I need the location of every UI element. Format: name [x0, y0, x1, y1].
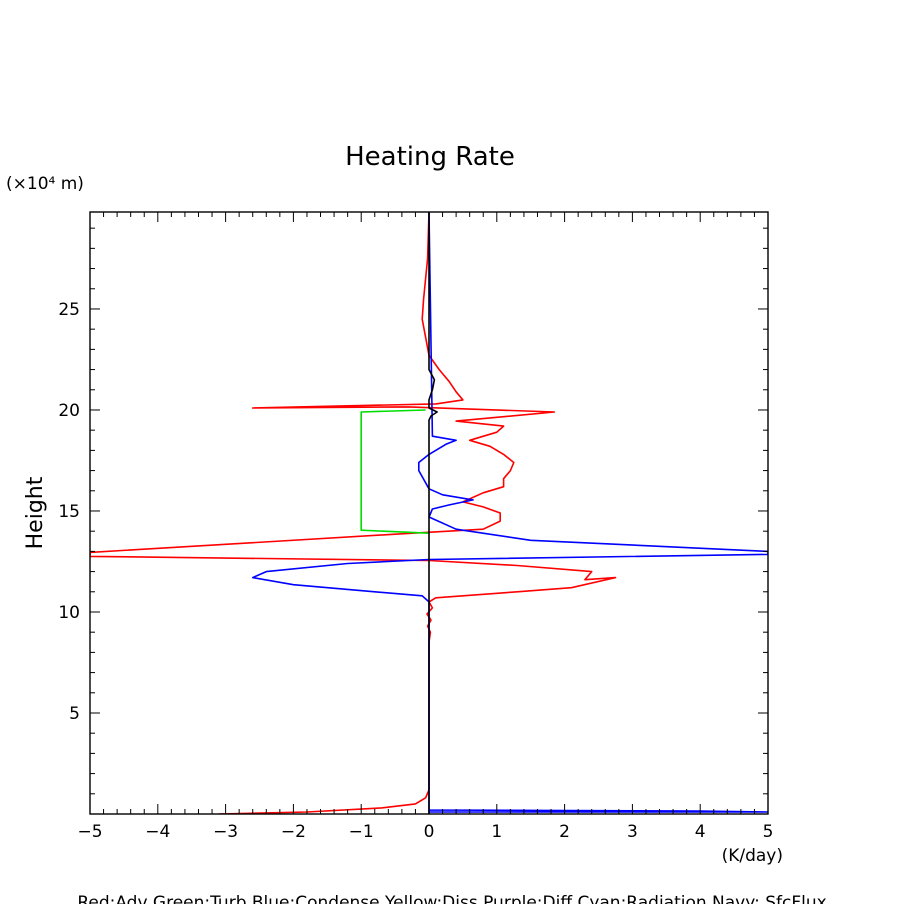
x-tick-label: 4 [695, 822, 706, 842]
series-line-black [428, 212, 438, 814]
x-tick-label: −2 [281, 822, 306, 842]
x-tick-label: 5 [763, 822, 774, 842]
y-tick-label: 10 [58, 603, 80, 623]
x-tick-label: 3 [627, 822, 638, 842]
x-tick-label: −4 [145, 822, 170, 842]
x-tick-label: 0 [424, 822, 435, 842]
chart-title: Heating Rate [345, 142, 515, 172]
y-tick-label: 15 [58, 502, 80, 522]
x-unit-label: (K/day) [722, 846, 783, 866]
x-tick-label: 1 [491, 822, 502, 842]
y-tick-label: 25 [58, 300, 80, 320]
y-axis-title: Height [23, 476, 48, 549]
y-tick-label: 20 [58, 401, 80, 421]
series-line-blue [251, 212, 768, 814]
x-tick-label: −3 [213, 822, 238, 842]
y-tick-label: 5 [69, 704, 80, 724]
x-tick-label: −5 [77, 822, 102, 842]
x-tick-label: −1 [349, 822, 374, 842]
y-unit-label: (×10⁴ m) [6, 174, 84, 194]
footer-legend: Red:Adv Green:Turb Blue:Condense Yellow:… [77, 893, 826, 904]
series-line-red [90, 212, 617, 814]
x-tick-label: 2 [559, 822, 570, 842]
series-line-green [360, 409, 430, 534]
